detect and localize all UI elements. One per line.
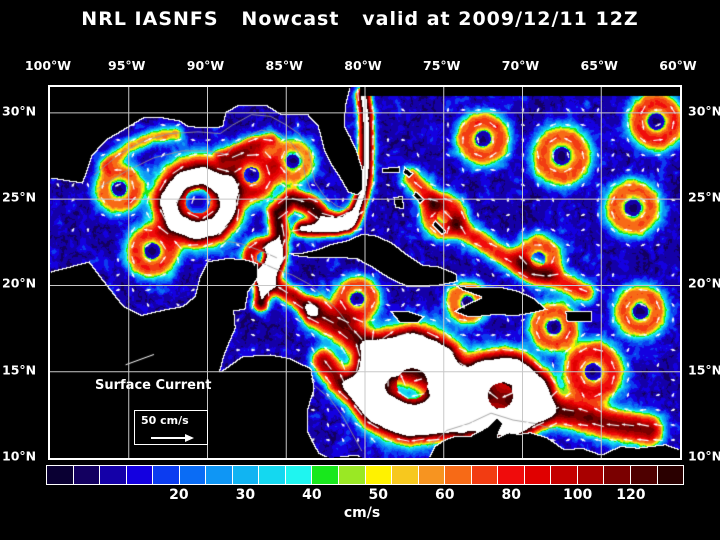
lat-tick-left-2: 20°N	[2, 275, 37, 291]
vector-scale-label: 50 cm/s	[141, 414, 189, 427]
colorbar-tick-2: 40	[302, 487, 322, 503]
colorbar-segment-21	[604, 466, 632, 484]
colorbar-tick-1: 30	[235, 487, 256, 503]
colorbar-segment-5	[179, 466, 207, 484]
colorbar-tick-5: 80	[501, 487, 521, 503]
colorbar-segment-8	[259, 466, 286, 484]
lat-tick-right-0: 30°N	[688, 103, 720, 119]
lon-tick-6: 70°W	[501, 58, 540, 73]
lat-tick-left-1: 25°N	[2, 189, 37, 205]
map-gridlines	[50, 87, 680, 458]
lon-tick-4: 80°W	[344, 58, 382, 73]
colorbar-tick-3: 50	[368, 487, 389, 503]
lat-tick-right-3: 15°N	[688, 362, 720, 378]
colorbar-segment-17	[498, 466, 525, 484]
colorbar-segment-7	[232, 466, 260, 484]
lon-tick-2: 90°W	[186, 58, 225, 73]
colorbar-segment-12	[365, 466, 393, 484]
lon-tick-3: 85°W	[265, 58, 303, 73]
colorbar-tick-7: 120	[616, 487, 646, 503]
colorbar-tick-0: 20	[169, 487, 189, 503]
colorbar-segment-16	[471, 466, 499, 484]
lon-tick-5: 75°W	[423, 58, 461, 73]
lat-tick-left-4: 10°N	[2, 448, 37, 464]
colorbar-segment-2	[100, 466, 127, 484]
colorbar-segment-10	[312, 466, 340, 484]
colorbar-segment-22	[631, 466, 658, 484]
lat-tick-right-1: 25°N	[688, 189, 720, 205]
colorbar-segment-3	[126, 466, 154, 484]
colorbar	[46, 465, 684, 485]
colorbar-segment-19	[551, 466, 578, 484]
colorbar-segment-15	[445, 466, 472, 484]
page-title: NRL IASNFS Nowcast valid at 2009/12/11 1…	[81, 8, 639, 30]
colorbar-segment-20	[577, 466, 605, 484]
colorbar-units-label: cm/s	[343, 505, 381, 521]
colorbar-segment-23	[657, 466, 684, 484]
lat-tick-right-4: 10°N	[688, 448, 720, 464]
lon-tick-7: 65°W	[580, 58, 618, 73]
colorbar-tick-6: 100	[563, 487, 593, 503]
lon-tick-8: 60°W	[659, 58, 697, 73]
vector-scale-arrow	[151, 434, 194, 442]
colorbar-tick-4: 60	[435, 487, 455, 503]
legend-title: Surface Current	[95, 378, 212, 393]
colorbar-segment-9	[285, 466, 313, 484]
colorbar-segment-18	[524, 466, 552, 484]
lon-tick-0: 100°W	[24, 58, 72, 73]
lon-tick-1: 95°W	[108, 58, 146, 73]
colorbar-segment-6	[206, 466, 233, 484]
lat-tick-left-0: 30°N	[2, 103, 37, 119]
map-panel	[48, 85, 682, 460]
vector-scale-box: 50 cm/s	[134, 410, 208, 445]
lat-tick-left-3: 15°N	[2, 362, 37, 378]
colorbar-segment-13	[392, 466, 419, 484]
colorbar-segment-11	[339, 466, 366, 484]
colorbar-segment-14	[418, 466, 446, 484]
colorbar-segment-4	[153, 466, 180, 484]
colorbar-segment-0	[47, 466, 74, 484]
colorbar-segment-1	[73, 466, 101, 484]
lat-tick-right-2: 20°N	[688, 275, 720, 291]
